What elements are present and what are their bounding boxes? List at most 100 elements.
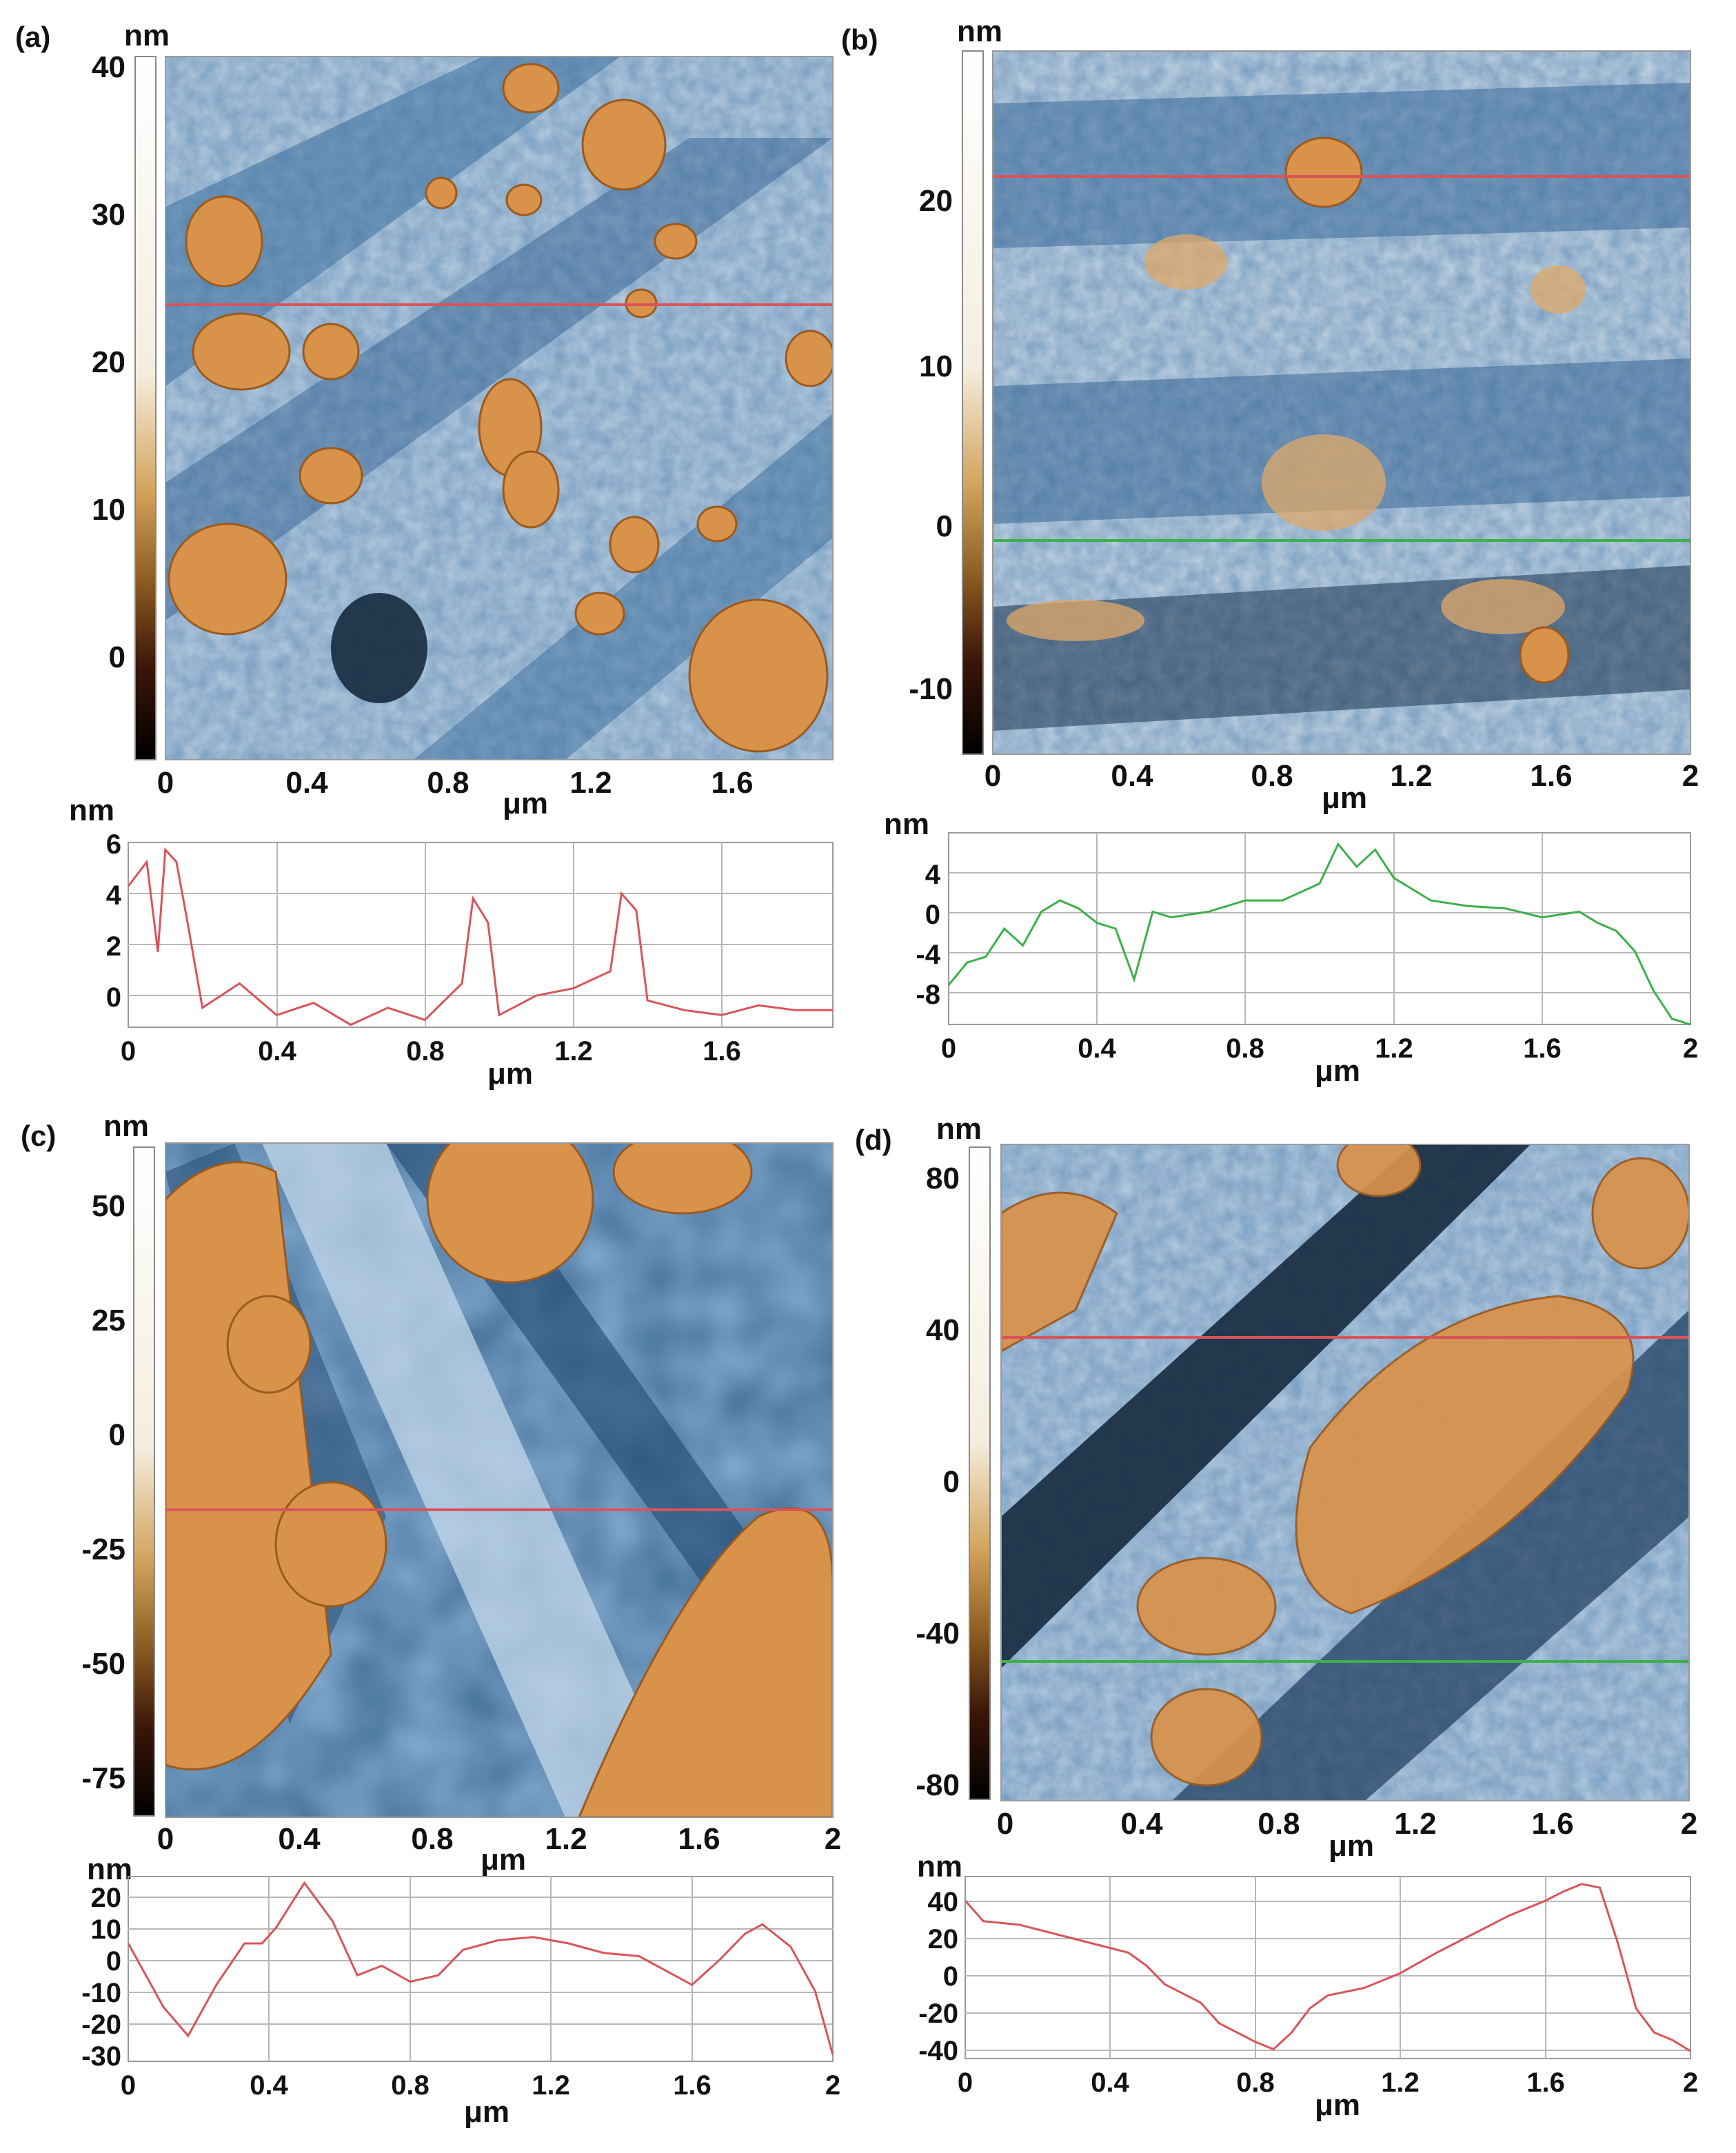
profile-line <box>947 842 1691 1026</box>
image-x-ticks: 0 0.4 0.8 1.2 1.6 2 <box>997 1807 1697 1841</box>
profile-y-ticks: 6 4 2 0 <box>106 829 122 1013</box>
panel-d: (d) nm 80 40 0 -40 -80 <box>855 1112 1698 2122</box>
profile-x-tick: 1.2 <box>554 1036 593 1067</box>
colorbar-tick: -75 <box>81 1761 125 1795</box>
profile-y-tick: -8 <box>916 980 940 1010</box>
profile-grid <box>948 832 1691 1025</box>
image-x-tick: 2 <box>1682 759 1699 793</box>
profile-x-unit: μm <box>487 1057 533 1091</box>
profile-x-tick: 0.4 <box>250 2070 288 2101</box>
profile-chart: nm 4 0 -4 -8 0 0.4 0.8 <box>884 807 1698 1088</box>
profile-y-tick: 4 <box>925 860 941 890</box>
profile-y-tick: -10 <box>81 1978 121 2008</box>
profile-x-tick: 0.4 <box>1078 1033 1116 1064</box>
profile-x-ticks: 0 0.4 0.8 1.2 1.6 2 <box>121 2070 840 2101</box>
profile-y-tick: -20 <box>918 1999 958 2029</box>
colorbar-ticks: 20 10 0 -10 <box>909 184 953 706</box>
profile-line <box>964 1883 1691 2052</box>
profile-y-tick: 0 <box>106 982 121 1013</box>
profile-y-tick: 10 <box>91 1914 122 1945</box>
profile-line <box>127 847 833 1027</box>
image-x-tick: 0.4 <box>285 766 328 800</box>
colorbar-tick: 0 <box>109 1418 125 1452</box>
profile-y-unit: nm <box>69 794 114 827</box>
image-x-tick: 0 <box>157 766 174 800</box>
profile-line <box>127 1881 834 2056</box>
colorbar <box>969 1146 991 1800</box>
colorbar-tick: -25 <box>81 1533 125 1566</box>
profile-y-tick: 20 <box>928 1924 959 1954</box>
profile-x-tick: 0.4 <box>1091 2068 1129 2098</box>
profile-y-ticks: 4 0 -4 -8 <box>916 860 940 1010</box>
profile-y-tick: 0 <box>106 1946 121 1977</box>
image-x-tick: 0.8 <box>1258 1807 1300 1841</box>
profile-x-ticks: 0 0.4 0.8 1.2 1.6 <box>121 1036 741 1067</box>
profile-grid <box>128 842 834 1028</box>
profile-chart: nm 20 10 0 -10 -20 -30 <box>81 1852 840 2129</box>
profile-x-tick: 0.8 <box>1236 2068 1275 2098</box>
profile-x-tick: 0.4 <box>258 1036 296 1067</box>
profile-x-tick: 0.8 <box>391 2070 430 2101</box>
profile-x-tick: 1.2 <box>1375 1033 1413 1064</box>
image-x-tick: 0.4 <box>1120 1807 1163 1841</box>
colorbar-tick: 10 <box>919 350 953 383</box>
image-x-tick: 1.2 <box>569 766 612 800</box>
colorbar-tick: -50 <box>81 1647 125 1681</box>
colorbar-ticks: 40 30 20 10 0 <box>92 50 125 674</box>
profile-y-tick: -20 <box>81 2010 121 2040</box>
profile-x-tick: 0 <box>958 2068 973 2098</box>
image-x-unit: μm <box>503 787 548 820</box>
profile-x-tick: 1.6 <box>1523 1033 1562 1064</box>
image-x-tick: 0.8 <box>1251 759 1293 793</box>
image-x-tick: 1.6 <box>678 1822 720 1856</box>
profile-y-unit: nm <box>87 1852 132 1886</box>
profile-x-tick: 2 <box>825 2070 840 2101</box>
colorbar-tick: 10 <box>92 493 125 527</box>
profile-y-tick: 6 <box>106 829 121 860</box>
profile-x-tick: 1.2 <box>1381 2068 1420 2098</box>
profile-x-tick: 1.6 <box>673 2070 711 2101</box>
panel-b: (b) nm 20 10 0 -10 <box>841 14 1699 1088</box>
colorbar-tick: -10 <box>909 672 953 706</box>
image-x-tick: 2 <box>825 1822 841 1856</box>
profile-chart: nm 40 20 0 -20 -40 0 <box>917 1850 1698 2122</box>
image-x-tick: 1.6 <box>1531 1807 1573 1841</box>
image-x-tick: 2 <box>1681 1807 1697 1841</box>
profile-x-tick: 2 <box>1683 1033 1698 1064</box>
profile-x-ticks: 0 0.4 0.8 1.2 1.6 2 <box>941 1033 1698 1064</box>
profile-x-tick: 0 <box>121 1036 136 1067</box>
colorbar-tick: 0 <box>109 640 125 674</box>
image-x-tick: 1.6 <box>711 766 753 800</box>
profile-y-tick: 0 <box>943 1961 958 1992</box>
profile-x-unit: μm <box>1315 2088 1360 2122</box>
profile-grid <box>965 1876 1691 2059</box>
panel-a: (a) nm 40 30 20 10 0 <box>15 19 834 1091</box>
afm-image <box>165 57 833 760</box>
image-x-tick: 0 <box>157 1822 174 1856</box>
profile-y-tick: -4 <box>916 940 940 970</box>
colorbar-unit: nm <box>936 1112 982 1146</box>
profile-y-tick: 20 <box>91 1883 122 1913</box>
colorbar-tick: -80 <box>916 1768 960 1802</box>
image-x-tick: 0.8 <box>411 1822 453 1856</box>
colorbar-unit: nm <box>103 1109 149 1143</box>
profile-y-tick: -30 <box>81 2041 121 2072</box>
panel-c: (c) nm 50 25 0 -25 -50 -75 <box>21 1109 841 2129</box>
profile-x-tick: 1.6 <box>703 1036 741 1067</box>
profile-x-tick: 1.6 <box>1526 2068 1565 2098</box>
colorbar-tick: 0 <box>943 1465 960 1499</box>
colorbar <box>133 1146 155 1817</box>
image-x-tick: 1.2 <box>1390 759 1432 793</box>
image-x-tick: 0 <box>985 759 1001 793</box>
colorbar-tick: 50 <box>92 1189 125 1223</box>
colorbar-ticks: 80 40 0 -40 -80 <box>916 1162 960 1802</box>
profile-y-tick: 4 <box>106 880 122 911</box>
profile-y-ticks: 40 20 0 -20 -40 <box>918 1887 958 2066</box>
panel-label: (b) <box>841 23 878 56</box>
colorbar-tick: -40 <box>916 1617 960 1650</box>
image-x-tick: 1.2 <box>1394 1807 1436 1841</box>
profile-x-ticks: 0 0.4 0.8 1.2 1.6 2 <box>958 2068 1698 2098</box>
profile-x-tick: 0 <box>941 1033 956 1064</box>
image-x-unit: μm <box>481 1843 526 1877</box>
